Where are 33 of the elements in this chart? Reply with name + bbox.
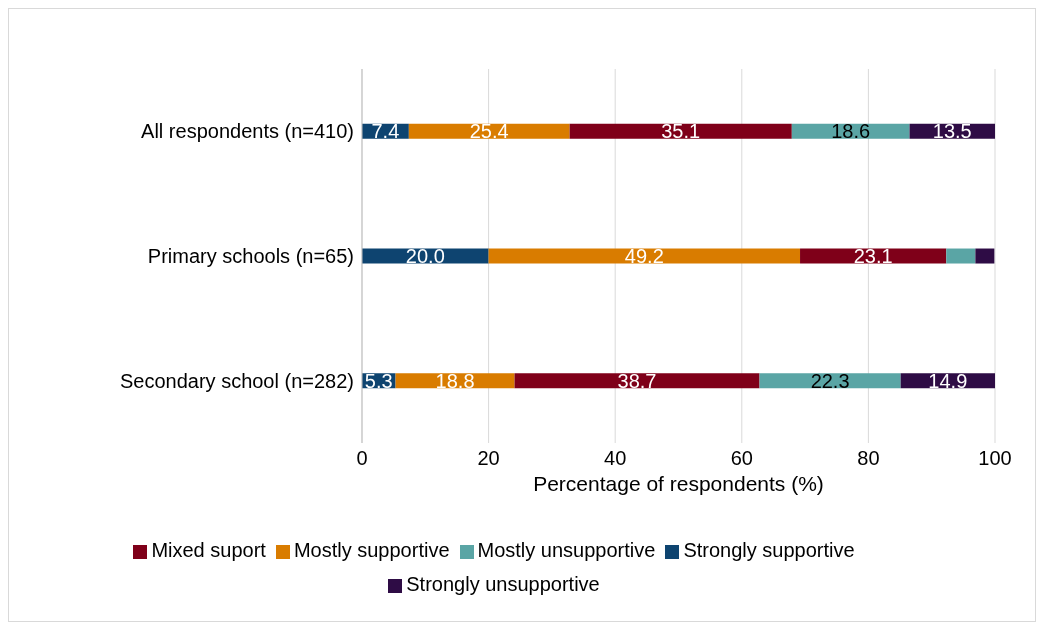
bar [569, 123, 792, 139]
data-label: 5.3 [364, 369, 393, 392]
legend-label: Mostly supportive [293, 539, 450, 561]
legend-label: Mostly unsupportive [477, 539, 656, 561]
x-tick-label: 60 [730, 447, 753, 470]
x-tick-label: 20 [477, 447, 500, 470]
data-label: 18.6 [831, 120, 871, 143]
data-label: 14.9 [928, 369, 968, 392]
data-label: 18.8 [435, 369, 475, 392]
data-label: 25.4 [469, 120, 509, 143]
bar [946, 248, 976, 264]
data-label: 7.4 [371, 120, 400, 143]
x-tick-label: 80 [857, 447, 880, 470]
x-axis-title: Percentage of respondents (%) [533, 472, 824, 495]
data-label: 22.3 [810, 369, 850, 392]
data-label: 23.1 [853, 245, 893, 268]
y-tick-label: Primary schools (n=65) [147, 245, 354, 268]
y-tick-label: Secondary school (n=282) [119, 369, 354, 392]
data-label: 38.7 [617, 369, 657, 392]
x-tick-label: 40 [604, 447, 627, 470]
legend-label: Strongly supportive [683, 539, 855, 561]
bar [488, 248, 801, 264]
data-label: 13.5 [932, 120, 972, 143]
bar [975, 248, 995, 264]
x-tick-label: 100 [978, 447, 1012, 470]
y-tick-label: All respondents (n=410) [141, 120, 354, 143]
data-label: 20.0 [405, 245, 445, 268]
data-label: 35.1 [661, 120, 701, 143]
data-label: 49.2 [624, 245, 664, 268]
legend-label: Strongly unsupportive [406, 573, 600, 595]
bar [514, 373, 760, 389]
x-tick-label: 0 [356, 447, 368, 470]
legend-label: Mixed suport [151, 539, 266, 561]
